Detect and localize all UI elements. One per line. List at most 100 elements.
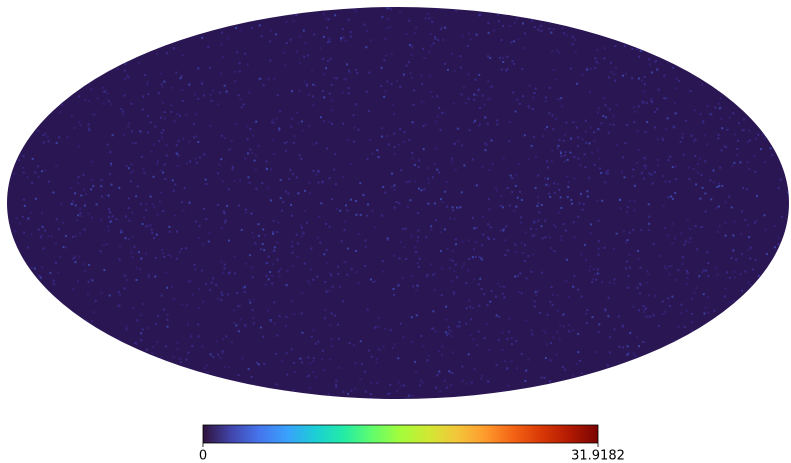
sky-pixel: [349, 342, 351, 344]
sky-pixel: [566, 259, 568, 261]
sky-pixel: [364, 24, 366, 26]
sky-pixel: [452, 209, 454, 211]
sky-pixel: [590, 68, 592, 70]
sky-pixel: [71, 203, 73, 205]
sky-pixel: [549, 301, 551, 303]
sky-pixel: [80, 215, 82, 217]
sky-pixel: [141, 33, 143, 35]
sky-pixel: [312, 279, 314, 281]
sky-pixel: [239, 305, 241, 307]
sky-pixel: [284, 142, 286, 144]
sky-pixel: [188, 395, 190, 397]
sky-pixel: [550, 247, 552, 249]
sky-pixel: [122, 114, 124, 116]
sky-pixel: [627, 30, 629, 32]
sky-pixel: [784, 173, 786, 175]
sky-pixel: [217, 204, 219, 206]
sky-pixel: [744, 270, 746, 272]
sky-pixel: [543, 330, 545, 332]
sky-pixel: [79, 78, 81, 80]
sky-pixel: [565, 122, 567, 124]
sky-pixel: [556, 147, 558, 149]
sky-pixel: [528, 393, 530, 395]
sky-pixel: [487, 22, 489, 24]
sky-pixel: [763, 93, 765, 95]
sky-pixel: [487, 80, 489, 82]
sky-pixel: [59, 256, 61, 258]
sky-pixel: [126, 75, 128, 77]
sky-pixel: [235, 123, 237, 125]
sky-pixel: [97, 53, 99, 55]
sky-pixel: [147, 81, 149, 83]
sky-pixel: [320, 202, 322, 204]
sky-pixel: [158, 92, 160, 94]
sky-pixel: [674, 341, 676, 343]
sky-pixel: [587, 195, 589, 197]
sky-pixel: [537, 290, 539, 292]
sky-pixel: [344, 221, 346, 223]
sky-pixel: [437, 373, 439, 375]
sky-pixel: [505, 70, 507, 72]
sky-pixel: [760, 22, 762, 24]
sky-pixel: [290, 300, 292, 302]
sky-pixel: [199, 32, 201, 34]
sky-pixel: [306, 83, 308, 85]
sky-pixel: [481, 375, 483, 377]
sky-pixel: [355, 10, 357, 12]
sky-pixel: [436, 169, 438, 171]
sky-pixel: [341, 240, 343, 242]
sky-pixel: [79, 342, 81, 344]
sky-pixel: [400, 241, 402, 243]
sky-pixel: [672, 166, 674, 168]
sky-pixel: [664, 227, 666, 229]
sky-pixel: [519, 272, 521, 274]
sky-pixel: [663, 265, 665, 267]
sky-pixel: [199, 156, 201, 158]
sky-pixel: [366, 308, 368, 310]
sky-pixel: [564, 154, 566, 156]
sky-pixel: [744, 107, 746, 109]
sky-pixel: [763, 332, 765, 334]
sky-pixel: [219, 91, 221, 93]
sky-pixel: [524, 260, 526, 262]
sky-pixel: [224, 382, 226, 384]
sky-pixel: [189, 202, 191, 204]
sky-pixel: [519, 398, 521, 400]
sky-pixel: [449, 267, 451, 269]
sky-pixel: [488, 208, 490, 210]
sky-pixel: [27, 355, 29, 357]
sky-pixel: [537, 202, 539, 204]
sky-pixel: [271, 119, 273, 121]
sky-pixel: [749, 101, 751, 103]
sky-pixel: [716, 186, 718, 188]
sky-pixel: [698, 275, 700, 277]
sky-pixel: [519, 191, 521, 193]
sky-pixel: [197, 323, 199, 325]
sky-pixel: [573, 221, 575, 223]
sky-pixel: [594, 164, 596, 166]
sky-pixel: [214, 15, 216, 17]
sky-pixel: [353, 344, 355, 346]
sky-pixel: [586, 322, 588, 324]
sky-pixel: [83, 189, 85, 191]
sky-pixel: [7, 15, 9, 17]
sky-pixel: [274, 246, 276, 248]
sky-pixel: [569, 152, 571, 154]
sky-pixel: [691, 135, 693, 137]
sky-pixel: [337, 266, 339, 268]
sky-pixel: [90, 188, 92, 190]
sky-pixel: [724, 295, 726, 297]
sky-pixel: [589, 91, 591, 93]
sky-pixel: [129, 387, 131, 389]
sky-pixel: [712, 350, 714, 352]
sky-pixel: [787, 191, 789, 193]
sky-pixel: [269, 40, 271, 42]
sky-pixel: [735, 259, 737, 261]
sky-pixel: [595, 351, 597, 353]
sky-pixel: [125, 215, 127, 217]
sky-pixel: [559, 98, 561, 100]
sky-pixel: [203, 153, 205, 155]
sky-pixel: [110, 165, 112, 167]
sky-pixel: [643, 311, 645, 313]
sky-pixel: [299, 62, 301, 64]
